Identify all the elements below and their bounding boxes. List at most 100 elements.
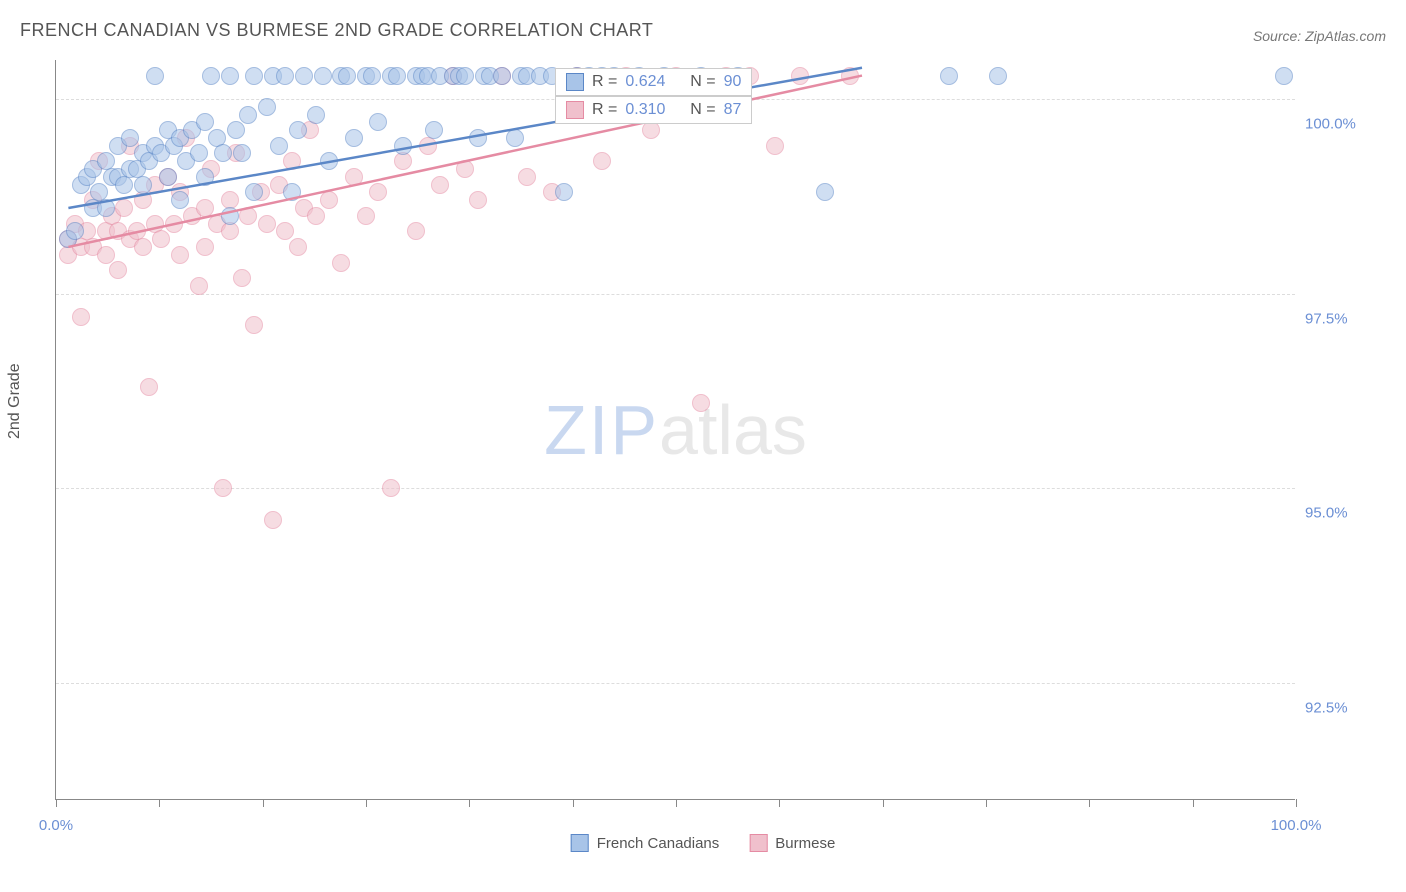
scatter-point [555, 183, 573, 201]
x-tick [883, 799, 884, 807]
chart-container: FRENCH CANADIAN VS BURMESE 2ND GRADE COR… [0, 0, 1406, 892]
stats-box: R =0.624 N =90 [555, 68, 752, 96]
scatter-point [171, 191, 189, 209]
scatter-point [989, 67, 1007, 85]
scatter-point [345, 129, 363, 147]
y-tick-label: 92.5% [1305, 700, 1385, 717]
scatter-point [940, 67, 958, 85]
scatter-point [214, 144, 232, 162]
scatter-point [159, 168, 177, 186]
scatter-point [338, 67, 356, 85]
scatter-point [369, 113, 387, 131]
scatter-point [276, 67, 294, 85]
scatter-point [115, 199, 133, 217]
x-tick-label: 100.0% [1271, 817, 1322, 834]
scatter-point [190, 277, 208, 295]
x-tick [366, 799, 367, 807]
legend: French Canadians Burmese [571, 834, 836, 852]
scatter-point [245, 316, 263, 334]
scatter-point [345, 168, 363, 186]
watermark: ZIPatlas [544, 390, 807, 470]
x-tick [263, 799, 264, 807]
scatter-point [283, 152, 301, 170]
scatter-point [841, 67, 859, 85]
scatter-point [816, 183, 834, 201]
gridline [56, 294, 1295, 295]
legend-swatch-icon [749, 834, 767, 852]
scatter-point [407, 222, 425, 240]
stats-swatch-icon [566, 73, 584, 91]
scatter-point [152, 230, 170, 248]
scatter-point [289, 238, 307, 256]
x-tick [1296, 799, 1297, 807]
scatter-point [493, 67, 511, 85]
scatter-point [239, 106, 257, 124]
stats-box: R =0.310 N =87 [555, 96, 752, 124]
stats-n-label: N = [690, 101, 715, 119]
stats-r-label: R = [592, 73, 617, 91]
x-tick [1089, 799, 1090, 807]
scatter-point [283, 183, 301, 201]
scatter-point [221, 67, 239, 85]
scatter-point [97, 246, 115, 264]
legend-item-burmese: Burmese [749, 834, 835, 852]
x-tick [573, 799, 574, 807]
x-tick [159, 799, 160, 807]
scatter-point [320, 191, 338, 209]
scatter-point [233, 269, 251, 287]
scatter-point [332, 254, 350, 272]
scatter-point [357, 207, 375, 225]
x-tick [469, 799, 470, 807]
scatter-point [196, 199, 214, 217]
scatter-point [456, 160, 474, 178]
watermark-zip: ZIP [544, 391, 659, 469]
stats-r-value: 0.310 [625, 101, 665, 119]
scatter-point [134, 176, 152, 194]
legend-label: French Canadians [597, 835, 720, 852]
scatter-point [456, 67, 474, 85]
stats-r-value: 0.624 [625, 73, 665, 91]
scatter-point [394, 152, 412, 170]
scatter-point [264, 511, 282, 529]
scatter-point [171, 246, 189, 264]
x-tick [986, 799, 987, 807]
x-tick [779, 799, 780, 807]
scatter-point [245, 67, 263, 85]
y-tick-label: 97.5% [1305, 310, 1385, 327]
scatter-point [469, 129, 487, 147]
plot-area: ZIPatlas 92.5%95.0%97.5%100.0%0.0%100.0% [55, 60, 1295, 800]
scatter-point [214, 479, 232, 497]
scatter-point [66, 222, 84, 240]
stats-n-label: N = [690, 73, 715, 91]
x-tick [1193, 799, 1194, 807]
scatter-point [134, 238, 152, 256]
scatter-point [369, 183, 387, 201]
gridline [56, 683, 1295, 684]
scatter-point [593, 152, 611, 170]
stats-swatch-icon [566, 101, 584, 119]
scatter-point [258, 98, 276, 116]
scatter-point [239, 207, 257, 225]
scatter-point [314, 67, 332, 85]
scatter-point [791, 67, 809, 85]
x-tick-label: 0.0% [39, 817, 73, 834]
trend-lines [56, 60, 1296, 800]
stats-r-label: R = [592, 101, 617, 119]
scatter-point [221, 207, 239, 225]
scatter-point [506, 129, 524, 147]
scatter-point [320, 152, 338, 170]
scatter-point [425, 121, 443, 139]
scatter-point [221, 222, 239, 240]
x-tick [56, 799, 57, 807]
chart-title: FRENCH CANADIAN VS BURMESE 2ND GRADE COR… [20, 20, 653, 41]
scatter-point [295, 67, 313, 85]
scatter-point [109, 261, 127, 279]
scatter-point [245, 183, 263, 201]
legend-swatch-icon [571, 834, 589, 852]
scatter-point [363, 67, 381, 85]
scatter-point [134, 191, 152, 209]
scatter-point [233, 144, 251, 162]
scatter-point [382, 479, 400, 497]
scatter-point [518, 168, 536, 186]
y-axis-label: 2nd Grade [6, 363, 24, 439]
